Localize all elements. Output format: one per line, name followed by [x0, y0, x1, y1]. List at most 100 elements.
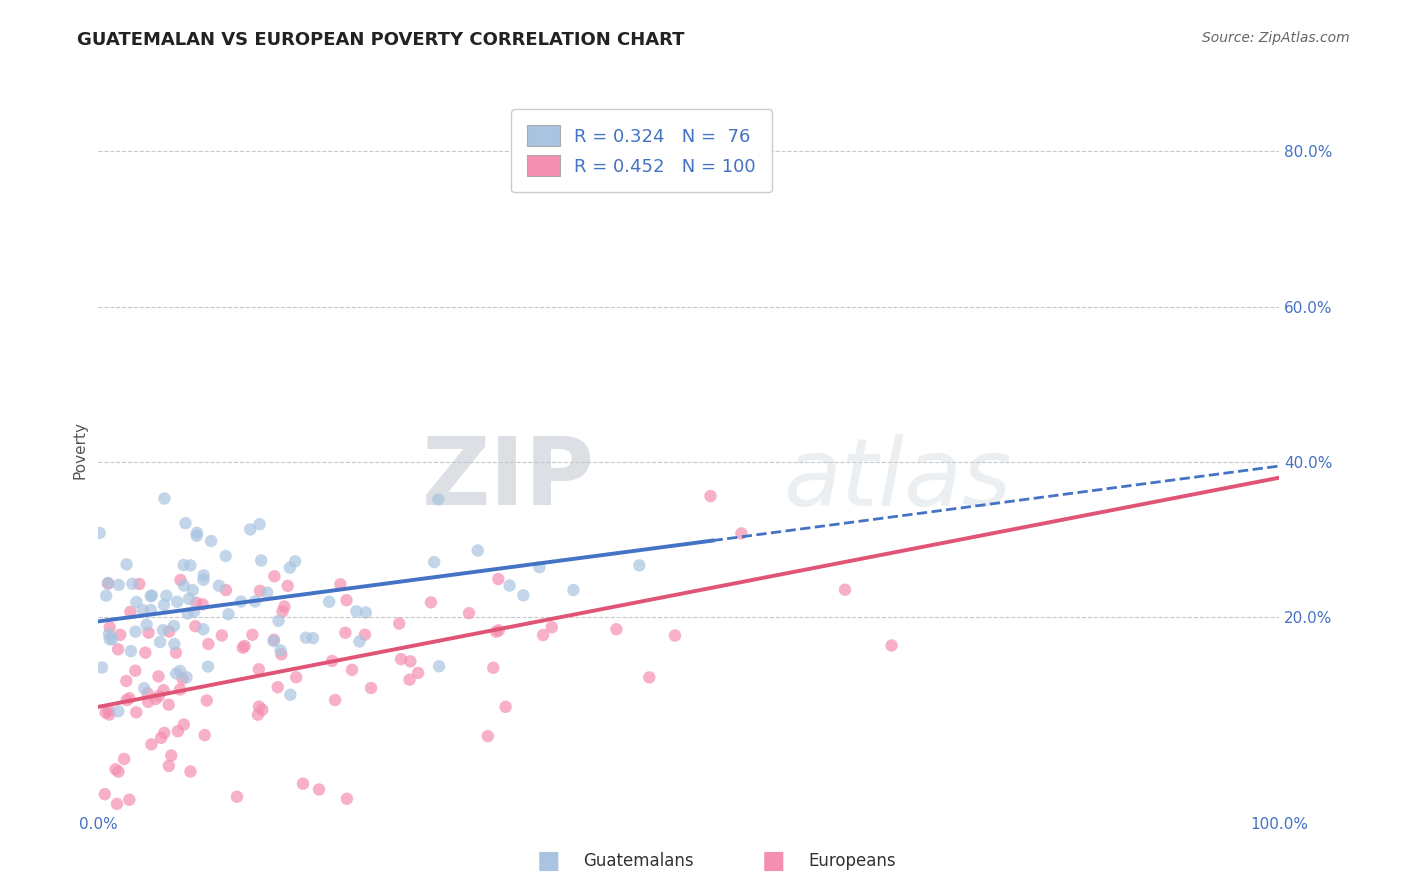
- Point: [562, 582, 585, 597]
- Point: [336, 791, 359, 805]
- Point: [427, 492, 450, 507]
- Point: [134, 646, 156, 660]
- Point: [139, 603, 162, 617]
- Point: [97, 576, 120, 591]
- Point: [349, 634, 371, 648]
- Point: [97, 704, 120, 718]
- Point: [628, 558, 651, 573]
- Point: [115, 673, 138, 688]
- Text: ■: ■: [537, 849, 560, 872]
- Point: [166, 595, 188, 609]
- Point: [263, 634, 285, 648]
- Point: [250, 553, 273, 567]
- Point: [406, 665, 429, 680]
- Point: [108, 628, 131, 642]
- Point: [329, 577, 352, 591]
- Point: [486, 572, 509, 586]
- Point: [107, 764, 129, 779]
- Point: [186, 529, 208, 543]
- Point: [153, 491, 176, 506]
- Point: [277, 579, 299, 593]
- Point: [98, 632, 121, 647]
- Point: [176, 670, 198, 684]
- Text: ZIP: ZIP: [422, 434, 595, 525]
- Point: [354, 606, 377, 620]
- Point: [107, 704, 129, 718]
- Point: [512, 588, 534, 602]
- Point: [125, 706, 148, 720]
- Point: [335, 593, 357, 607]
- Point: [141, 737, 163, 751]
- Point: [270, 648, 292, 662]
- Point: [280, 688, 302, 702]
- Point: [399, 654, 422, 668]
- Point: [132, 603, 155, 617]
- Point: [141, 589, 163, 603]
- Point: [89, 526, 111, 541]
- Point: [540, 620, 562, 634]
- Point: [177, 607, 200, 621]
- Point: [138, 625, 160, 640]
- Point: [121, 577, 143, 591]
- Point: [263, 569, 285, 583]
- Point: [485, 624, 508, 639]
- Point: [160, 748, 183, 763]
- Point: [880, 639, 903, 653]
- Point: [249, 517, 271, 532]
- Point: [169, 573, 191, 587]
- Point: [218, 607, 240, 622]
- Point: [638, 670, 661, 684]
- Point: [664, 628, 686, 642]
- Point: [172, 672, 194, 686]
- Point: [233, 639, 256, 653]
- Point: [152, 623, 174, 637]
- Point: [157, 759, 180, 773]
- Point: [104, 762, 127, 776]
- Point: [105, 797, 128, 811]
- Point: [197, 659, 219, 673]
- Point: [335, 625, 357, 640]
- Point: [125, 595, 148, 609]
- Point: [252, 703, 274, 717]
- Legend: R = 0.324   N =  76, R = 0.452   N = 100: R = 0.324 N = 76, R = 0.452 N = 100: [512, 109, 772, 193]
- Point: [270, 643, 292, 657]
- Point: [186, 525, 208, 540]
- Point: [115, 693, 138, 707]
- Point: [211, 628, 233, 642]
- Point: [531, 628, 554, 642]
- Point: [193, 622, 215, 636]
- Point: [321, 654, 343, 668]
- Point: [389, 652, 412, 666]
- Point: [118, 793, 141, 807]
- Text: ■: ■: [762, 849, 785, 872]
- Point: [173, 717, 195, 731]
- Point: [193, 568, 215, 582]
- Point: [186, 596, 208, 610]
- Point: [184, 619, 207, 633]
- Point: [173, 558, 195, 572]
- Point: [153, 598, 176, 612]
- Point: [97, 576, 120, 591]
- Point: [249, 583, 271, 598]
- Point: [419, 595, 441, 609]
- Point: [163, 619, 186, 633]
- Point: [278, 560, 301, 574]
- Text: Europeans: Europeans: [808, 852, 896, 870]
- Point: [495, 699, 517, 714]
- Point: [360, 681, 382, 695]
- Point: [94, 787, 117, 801]
- Point: [145, 692, 167, 706]
- Point: [169, 682, 191, 697]
- Point: [112, 752, 135, 766]
- Point: [232, 640, 254, 655]
- Point: [136, 686, 159, 700]
- Point: [229, 594, 252, 608]
- Point: [730, 526, 752, 541]
- Point: [194, 728, 217, 742]
- Point: [267, 614, 290, 628]
- Point: [150, 731, 173, 745]
- Point: [200, 534, 222, 549]
- Point: [318, 595, 340, 609]
- Text: Guatemalans: Guatemalans: [583, 852, 695, 870]
- Point: [302, 631, 325, 645]
